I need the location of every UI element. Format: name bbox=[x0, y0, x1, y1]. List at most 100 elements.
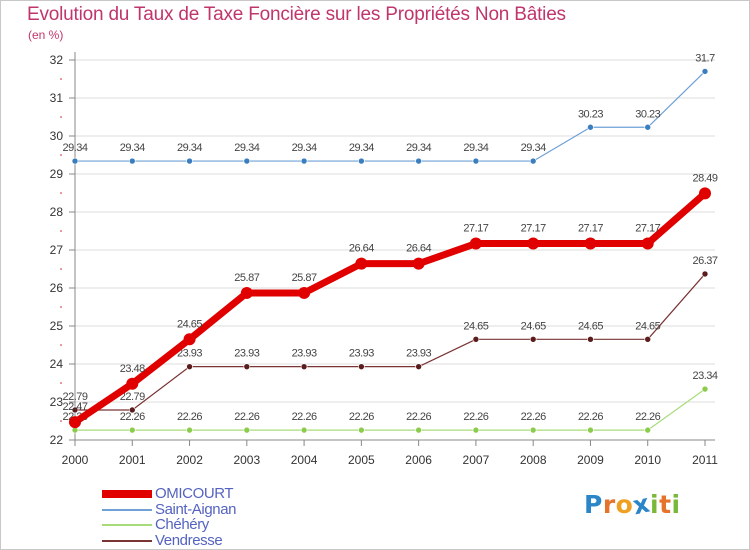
data-label: 22.26 bbox=[177, 411, 202, 423]
data-point bbox=[243, 157, 251, 165]
y-tick-label: 27 bbox=[50, 243, 64, 257]
data-point bbox=[701, 385, 709, 393]
y-tick-label: 30 bbox=[50, 129, 64, 143]
data-label: 26.64 bbox=[406, 243, 431, 255]
data-label: 24.65 bbox=[521, 320, 546, 332]
y-tick-label: 26 bbox=[50, 281, 64, 295]
y-tick-label: 32 bbox=[50, 53, 64, 67]
y-minor-dot bbox=[60, 306, 62, 308]
data-point bbox=[69, 416, 81, 429]
data-label: 22.26 bbox=[120, 411, 145, 423]
data-label: 22.79 bbox=[120, 391, 145, 403]
series-line bbox=[71, 189, 709, 426]
data-point bbox=[527, 237, 540, 250]
data-label: 25.87 bbox=[234, 272, 259, 284]
data-point bbox=[300, 157, 308, 165]
data-point bbox=[644, 335, 652, 343]
data-label: 22.26 bbox=[349, 411, 374, 423]
x-tick-label: 2001 bbox=[119, 453, 146, 467]
legend-label: OMICOURT bbox=[155, 485, 234, 502]
data-point bbox=[529, 426, 537, 434]
data-point bbox=[415, 157, 422, 165]
data-point bbox=[699, 187, 711, 200]
logo-letter: r bbox=[602, 490, 616, 519]
data-label: 23.93 bbox=[292, 348, 317, 360]
data-label: 26.37 bbox=[692, 255, 717, 267]
y-tick-label: 25 bbox=[50, 319, 64, 333]
y-minor-dot bbox=[60, 344, 62, 346]
data-label: 29.34 bbox=[120, 142, 145, 154]
data-label: 22.26 bbox=[234, 411, 259, 423]
data-label: 29.34 bbox=[234, 142, 259, 154]
data-point bbox=[71, 157, 79, 165]
legend-swatch bbox=[102, 524, 152, 526]
data-label: 25.87 bbox=[292, 272, 317, 284]
data-point bbox=[641, 237, 654, 250]
data-label: 30.23 bbox=[578, 108, 603, 120]
data-label: 22.26 bbox=[406, 411, 431, 423]
legend-label: Saint-Aignan bbox=[155, 500, 237, 518]
data-point bbox=[186, 363, 193, 370]
series-line bbox=[74, 273, 706, 411]
series-omicourt: 22.47 23.48 24.65 25.87 25.87 26.64 26.64 27.17… bbox=[62, 172, 718, 429]
data-point bbox=[128, 426, 136, 434]
data-label: 23.48 bbox=[120, 363, 145, 375]
y-minor-dot bbox=[60, 230, 62, 232]
data-point bbox=[358, 426, 365, 434]
x-tick-label: 2002 bbox=[176, 453, 203, 467]
data-label: 24.65 bbox=[177, 318, 202, 330]
data-label: 23.93 bbox=[234, 348, 259, 360]
data-point bbox=[701, 68, 709, 75]
data-point bbox=[128, 157, 136, 165]
data-point bbox=[71, 406, 79, 414]
x-tick-label: 2005 bbox=[348, 453, 375, 467]
data-label: 22.26 bbox=[578, 411, 603, 423]
series-saint-aignan: 29.34 29.34 29.34 29.34 29.34 29.34 29.34 29.34… bbox=[62, 52, 716, 165]
y-tick-label: 28 bbox=[50, 205, 64, 219]
y-tick-label: 22 bbox=[50, 433, 64, 447]
data-label: 28.49 bbox=[692, 172, 717, 184]
x-tick-label: 2006 bbox=[405, 453, 432, 467]
data-label: 27.17 bbox=[521, 223, 546, 235]
y-minor-dot bbox=[60, 192, 62, 194]
data-label: 22.79 bbox=[62, 391, 87, 403]
data-point bbox=[355, 257, 368, 270]
legend-label: Chéhéry bbox=[155, 516, 209, 533]
logo-letter: i bbox=[671, 490, 681, 519]
chart-title: Evolution du Taux de Taxe Foncière sur l… bbox=[27, 4, 566, 25]
data-point bbox=[298, 286, 311, 299]
x-tick-label: 2004 bbox=[291, 453, 318, 467]
data-label: 22.26 bbox=[635, 411, 660, 423]
data-point bbox=[128, 406, 136, 414]
y-tick-label: 23 bbox=[50, 395, 64, 409]
y-minor-dot bbox=[60, 78, 62, 80]
data-point bbox=[240, 286, 253, 299]
data-label: 23.93 bbox=[177, 348, 202, 360]
data-point bbox=[472, 426, 480, 434]
legend-swatch bbox=[102, 508, 152, 511]
data-label: 29.34 bbox=[349, 142, 374, 154]
data-point bbox=[529, 335, 537, 343]
data-label: 22.26 bbox=[463, 411, 488, 423]
data-point bbox=[412, 257, 425, 270]
data-point bbox=[126, 377, 139, 390]
data-point bbox=[186, 426, 193, 434]
data-label: 23.93 bbox=[349, 348, 374, 360]
data-point bbox=[472, 335, 480, 343]
logo-letter: i bbox=[650, 490, 660, 519]
data-label: 29.34 bbox=[463, 142, 488, 154]
logo-letter: P bbox=[584, 490, 603, 519]
x-tick-label: 2008 bbox=[520, 453, 547, 467]
y-unit-label: (en %) bbox=[28, 28, 64, 42]
series-line bbox=[74, 70, 706, 162]
data-label: 29.34 bbox=[292, 142, 317, 154]
data-label: 31.7 bbox=[695, 52, 715, 64]
data-point bbox=[584, 237, 597, 250]
x-tick-label: 2009 bbox=[577, 453, 604, 467]
y-minor-dot bbox=[60, 382, 62, 384]
legend-swatch bbox=[102, 490, 152, 498]
data-label: 29.34 bbox=[521, 142, 546, 154]
series-line bbox=[74, 388, 706, 431]
x-tick-label: 2010 bbox=[634, 453, 661, 467]
